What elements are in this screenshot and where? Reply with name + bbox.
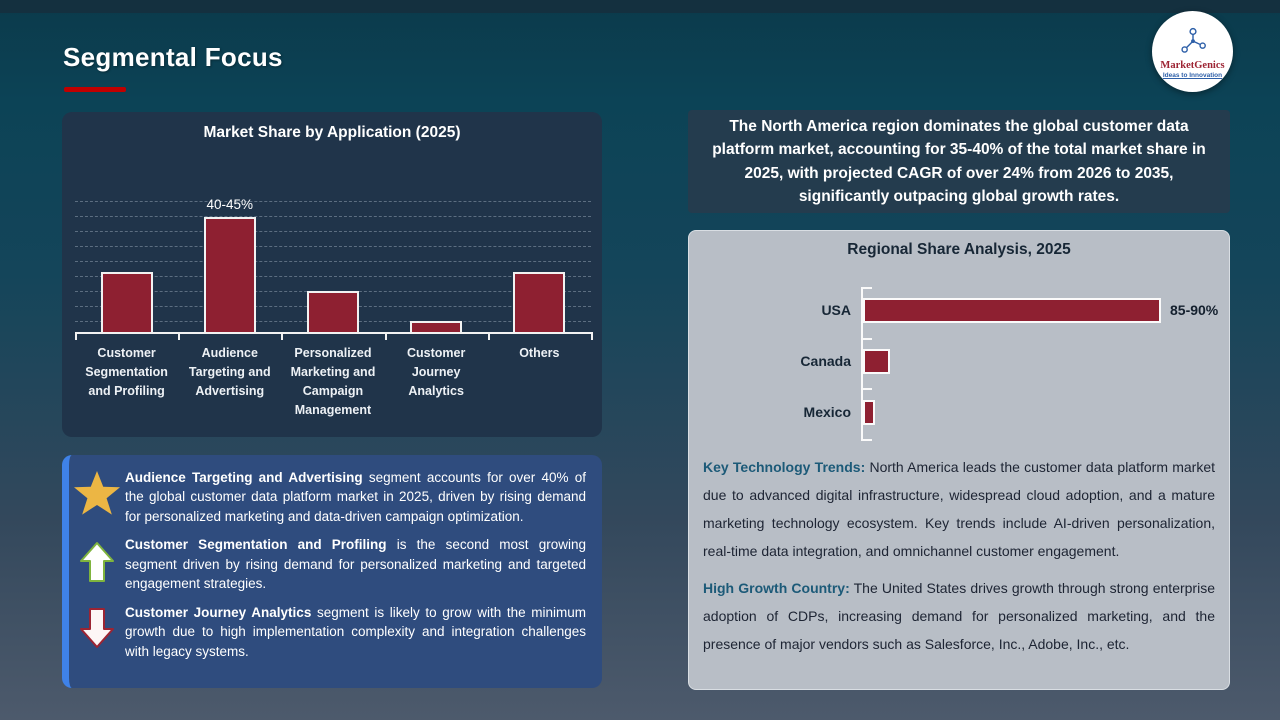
title-underline bbox=[64, 87, 126, 92]
paragraph-body: North America leads the customer data pl… bbox=[703, 459, 1215, 559]
gridline bbox=[75, 201, 591, 202]
logo-tagline-text: Ideas to Innovation bbox=[1162, 71, 1223, 79]
insight-row-customer-segmentation: Customer Segmentation and Profiling is t… bbox=[69, 535, 590, 593]
regional-chart-title: Regional Share Analysis, 2025 bbox=[847, 241, 1071, 258]
bar-data-label: 85-90% bbox=[1170, 302, 1219, 318]
page-title: Segmental Focus bbox=[63, 42, 283, 72]
bar-usa bbox=[863, 298, 1161, 323]
bar-slot bbox=[488, 272, 591, 332]
insight-text: Audience Targeting and Advertising segme… bbox=[125, 468, 590, 526]
category-label-mexico: Mexico bbox=[803, 404, 851, 420]
x-axis-tick bbox=[178, 332, 181, 340]
category-label: Audience Targeting and Advertising bbox=[188, 346, 271, 398]
bar-data-label: 40-45% bbox=[206, 197, 254, 212]
north-america-highlight-text: The North America region dominates the g… bbox=[712, 118, 1206, 205]
bar-customer-journey-analytics bbox=[410, 321, 463, 332]
x-axis-tick bbox=[487, 332, 490, 340]
north-america-highlight-box: The North America region dominates the g… bbox=[688, 110, 1230, 213]
marketgenics-logo: MarketGenics Ideas to Innovation bbox=[1152, 11, 1233, 92]
category-axis-tick bbox=[861, 287, 872, 289]
bar-slot bbox=[281, 291, 384, 332]
regional-text-block: Key Technology Trends: North America lea… bbox=[703, 453, 1215, 667]
x-axis-tick bbox=[384, 332, 387, 340]
logo-brand-text: MarketGenics bbox=[1160, 59, 1225, 71]
insight-lead: Customer Journey Analytics bbox=[125, 604, 312, 620]
bar-slot bbox=[385, 321, 488, 332]
insight-lead: Customer Segmentation and Profiling bbox=[125, 537, 387, 553]
gridline bbox=[75, 246, 591, 247]
paragraph-lead: Key Technology Trends: bbox=[703, 459, 866, 475]
insight-body: segment accounts for over 40% of the glo… bbox=[125, 470, 586, 524]
category-label: Customer Segmentation and Profiling bbox=[85, 346, 168, 398]
x-axis-tick bbox=[281, 332, 284, 340]
bar-audience-targeting-and-advertising bbox=[203, 217, 256, 332]
application-chart-title: Market Share by Application (2025) bbox=[203, 124, 461, 141]
insight-text: Customer Segmentation and Profiling is t… bbox=[125, 535, 590, 593]
category-label-usa: USA bbox=[821, 302, 851, 318]
down-arrow-icon bbox=[69, 603, 125, 649]
insight-body: is the second most growing segment drive… bbox=[125, 537, 586, 592]
insight-text: Customer Journey Analytics segment is li… bbox=[125, 603, 590, 661]
gridline bbox=[75, 231, 591, 232]
gridline bbox=[75, 276, 591, 277]
bar-canada bbox=[863, 349, 890, 374]
regional-share-panel: Regional Share Analysis, 2025 USA 85-90% C… bbox=[688, 230, 1230, 690]
category-axis-tick bbox=[861, 388, 872, 390]
molecule-network-icon bbox=[1180, 27, 1206, 59]
bar-others bbox=[513, 272, 566, 332]
bar-mexico bbox=[863, 400, 875, 425]
category-label-canada: Canada bbox=[800, 353, 851, 369]
application-chart-plot: 40-45% bbox=[75, 197, 593, 340]
insight-body: segment is likely to grow with the minim… bbox=[125, 604, 586, 659]
paragraph-body: The United States drives growth through … bbox=[703, 580, 1215, 652]
category-label: Personalized Marketing and Campaign Mana… bbox=[290, 346, 376, 417]
insights-box: Audience Targeting and Advertising segme… bbox=[62, 455, 602, 688]
x-axis-tick bbox=[591, 332, 593, 340]
star-icon bbox=[69, 468, 125, 516]
insight-row-audience-targeting: Audience Targeting and Advertising segme… bbox=[69, 468, 590, 526]
bar-personalized-marketing-and-campaign-management bbox=[306, 291, 359, 332]
application-chart-category-labels: Customer Segmentation and Profiling Audie… bbox=[75, 344, 591, 420]
application-chart-panel: Market Share by Application (2025) 40-45… bbox=[62, 112, 602, 437]
gridline bbox=[75, 261, 591, 262]
key-technology-trends-paragraph: Key Technology Trends: North America lea… bbox=[703, 453, 1215, 565]
category-label: Others bbox=[519, 346, 560, 360]
up-arrow-icon bbox=[69, 535, 125, 583]
slide-top-strip bbox=[0, 0, 1280, 13]
category-axis-tick bbox=[861, 337, 872, 340]
category-axis-tick bbox=[861, 438, 872, 441]
bar-slot bbox=[75, 272, 178, 332]
bar-customer-segmentation-and-profiling bbox=[100, 272, 153, 332]
bar-slot: 40-45% bbox=[178, 197, 281, 332]
high-growth-country-paragraph: High Growth Country: The United States d… bbox=[703, 574, 1215, 658]
category-axis-line bbox=[861, 287, 863, 439]
paragraph-lead: High Growth Country: bbox=[703, 580, 850, 596]
insight-row-customer-journey: Customer Journey Analytics segment is li… bbox=[69, 603, 590, 661]
category-label: Customer Journey Analytics bbox=[406, 346, 466, 398]
insight-lead: Audience Targeting and Advertising bbox=[125, 470, 363, 485]
x-axis-tick bbox=[75, 332, 77, 340]
gridline bbox=[75, 216, 591, 217]
